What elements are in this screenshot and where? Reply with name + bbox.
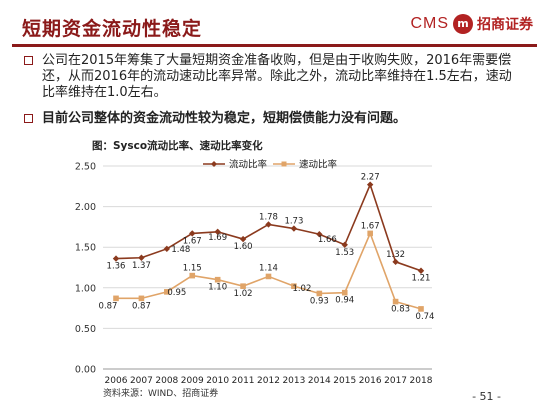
brand-logo: CMS m 招商证券 <box>410 14 533 34</box>
chart-title: 图：Sysco流动比率、速动比率变化 <box>92 140 263 152</box>
data-point <box>163 245 171 253</box>
data-point <box>265 273 272 280</box>
data-point <box>214 276 221 283</box>
data-point <box>316 290 323 297</box>
data-label: 1.67 <box>361 221 380 231</box>
data-label: 1.73 <box>284 217 303 227</box>
bullet-text-2: 目前公司整体的资金流动性较为稳定，短期偿债能力没有问题。 <box>42 111 407 126</box>
x-tick-label: 2014 <box>308 376 331 386</box>
data-label: 1.78 <box>259 212 278 222</box>
data-point <box>112 255 120 262</box>
header-divider <box>12 44 537 47</box>
x-axis-ticks: 2006 2007 2008 2009 2010 2011 2012 2013 2014 2015… <box>105 376 433 386</box>
data-label: 1.48 <box>171 245 190 255</box>
bullet-point-2: 目前公司整体的资金流动性较为稳定，短期偿债能力没有问题。 <box>24 111 512 127</box>
x-tick-label: 2012 <box>257 376 280 386</box>
data-label: 1.02 <box>292 284 311 294</box>
data-label: 1.69 <box>208 233 227 243</box>
data-point <box>316 231 323 238</box>
data-label: 1.36 <box>107 262 126 272</box>
data-point <box>417 267 425 274</box>
y-tick-label: 0.50 <box>75 324 96 335</box>
data-point <box>113 295 119 302</box>
data-point <box>366 181 374 188</box>
y-tick-label: 1.00 <box>75 283 96 294</box>
x-tick-label: 2006 <box>105 376 128 386</box>
page-number: - 51 - <box>472 390 501 403</box>
chart-legend: 流动比率 速动比率 <box>203 159 338 171</box>
logo-cms-text: CMS <box>410 15 449 32</box>
bullet-square-icon <box>24 114 33 123</box>
data-point <box>341 241 348 248</box>
data-label: 1.53 <box>335 248 354 258</box>
y-tick-label: 1.50 <box>75 243 96 254</box>
data-label: 1.15 <box>183 264 202 274</box>
data-label: 0.93 <box>310 296 329 306</box>
legend-marker <box>281 161 287 167</box>
data-point <box>189 272 196 279</box>
x-tick-label: 2016 <box>359 376 382 386</box>
y-tick-label: 2.00 <box>75 202 96 213</box>
legend-label: 流动比率 <box>229 159 268 171</box>
source-note: 资料来源：WIND、招商证券 <box>103 389 219 399</box>
x-tick-label: 2017 <box>384 376 407 386</box>
data-label: 2.27 <box>361 173 380 183</box>
data-label: 1.02 <box>234 289 253 299</box>
legend-marker <box>211 161 217 167</box>
data-label: 1.14 <box>259 263 278 273</box>
x-tick-label: 2013 <box>282 376 305 386</box>
x-tick-label: 2015 <box>333 376 356 386</box>
data-label: 1.67 <box>183 236 202 246</box>
y-axis-ticks: 0.00 0.50 1.00 1.50 2.00 2.50 <box>75 162 96 376</box>
x-tick-label: 2007 <box>130 376 153 386</box>
data-point <box>265 221 272 228</box>
bullet-point-1: 公司在2015年筹集了大量短期资金准备收购，但是由于收购失败，2016年需要偿还… <box>24 53 512 101</box>
data-point <box>367 230 373 237</box>
data-label: 1.60 <box>234 242 253 252</box>
page-title: 短期资金流动性稳定 <box>22 18 203 40</box>
data-point <box>189 230 196 237</box>
data-label: 0.94 <box>335 296 354 306</box>
data-label: 0.87 <box>132 301 151 311</box>
x-tick-label: 2008 <box>155 376 178 386</box>
data-label: 0.87 <box>99 301 118 311</box>
data-point <box>392 298 399 305</box>
legend-label: 速动比率 <box>299 159 338 171</box>
bullet-square-icon <box>24 56 33 65</box>
x-tick-label: 2018 <box>410 376 433 386</box>
data-point <box>138 254 145 261</box>
data-point <box>341 289 348 296</box>
data-label: 0.95 <box>167 288 186 298</box>
data-point <box>239 235 247 243</box>
data-point <box>291 283 297 289</box>
y-tick-label: 0.00 <box>75 365 96 376</box>
data-label: 1.66 <box>318 235 337 245</box>
x-tick-label: 2010 <box>206 376 229 386</box>
data-label: 1.32 <box>386 250 405 260</box>
data-label: 0.83 <box>391 305 410 315</box>
data-point <box>240 283 246 289</box>
logo-company-name: 招商证券 <box>477 17 533 33</box>
logo-mark-icon: m <box>453 14 473 34</box>
data-point <box>392 258 399 266</box>
series-lines: 1.36 1.371.481.67 1.691.601.78 1.731.661.53… <box>99 173 435 322</box>
data-point <box>214 228 221 235</box>
data-point <box>164 289 170 295</box>
data-point <box>290 225 298 232</box>
data-label: 1.37 <box>132 261 151 271</box>
y-tick-label: 2.50 <box>75 162 96 173</box>
data-label: 1.21 <box>412 274 431 284</box>
data-point <box>418 306 424 312</box>
data-label: 0.74 <box>416 312 435 322</box>
x-tick-label: 2009 <box>181 376 204 386</box>
bullet-text-1: 公司在2015年筹集了大量短期资金准备收购，但是由于收购失败，2016年需要偿还… <box>42 53 512 100</box>
data-label: 1.10 <box>208 283 227 293</box>
x-tick-label: 2011 <box>232 376 255 386</box>
data-point <box>138 295 145 302</box>
